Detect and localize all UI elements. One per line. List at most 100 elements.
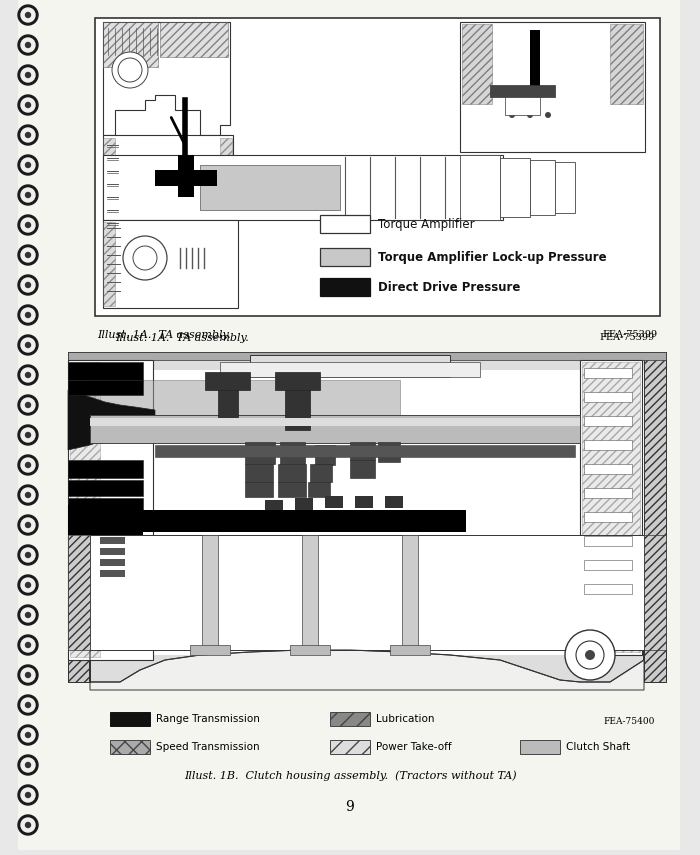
Bar <box>218 390 238 422</box>
Bar <box>555 162 575 213</box>
Bar <box>584 464 632 474</box>
Text: FEA-75400: FEA-75400 <box>603 717 655 726</box>
Circle shape <box>18 335 38 355</box>
Circle shape <box>118 58 142 82</box>
Bar <box>308 482 330 497</box>
Circle shape <box>25 612 31 617</box>
Bar <box>220 138 232 198</box>
Circle shape <box>25 73 31 78</box>
Circle shape <box>21 278 35 292</box>
Circle shape <box>18 275 38 295</box>
Circle shape <box>18 395 38 415</box>
Bar <box>68 352 666 360</box>
Bar <box>245 464 273 482</box>
Bar <box>644 352 666 682</box>
Circle shape <box>25 703 31 707</box>
Bar <box>155 445 575 457</box>
Circle shape <box>25 192 31 198</box>
Polygon shape <box>90 650 644 690</box>
Circle shape <box>25 433 31 438</box>
Circle shape <box>21 98 35 112</box>
Circle shape <box>21 548 35 562</box>
Circle shape <box>18 185 38 205</box>
Bar <box>265 500 283 512</box>
Bar <box>275 372 320 390</box>
Bar <box>155 170 217 186</box>
Circle shape <box>18 785 38 805</box>
Bar <box>302 535 318 650</box>
Bar <box>325 496 343 508</box>
Circle shape <box>509 112 515 118</box>
Text: Lubrication: Lubrication <box>376 714 435 724</box>
Bar <box>90 380 400 415</box>
Bar <box>584 512 632 522</box>
Bar <box>350 442 375 460</box>
Bar <box>205 372 250 390</box>
Bar <box>90 370 644 655</box>
Text: Clutch Shaft: Clutch Shaft <box>566 742 630 752</box>
Bar <box>178 155 194 197</box>
Circle shape <box>18 155 38 175</box>
Bar <box>280 442 305 464</box>
Bar <box>100 537 125 544</box>
Circle shape <box>21 668 35 682</box>
Bar <box>68 505 143 535</box>
Bar <box>68 654 666 682</box>
Circle shape <box>25 733 31 738</box>
Bar <box>68 380 143 395</box>
Circle shape <box>18 455 38 475</box>
Text: Torque Amplifier Lock-up Pressure: Torque Amplifier Lock-up Pressure <box>378 251 607 263</box>
Bar <box>103 222 115 306</box>
Circle shape <box>545 112 551 118</box>
Circle shape <box>123 236 167 280</box>
Circle shape <box>21 398 35 412</box>
Bar <box>68 510 466 532</box>
Circle shape <box>112 52 148 88</box>
Bar <box>580 360 642 655</box>
Circle shape <box>21 248 35 262</box>
Bar <box>350 460 375 478</box>
Circle shape <box>21 158 35 172</box>
Circle shape <box>25 823 31 828</box>
Circle shape <box>18 365 38 385</box>
Bar <box>100 559 125 566</box>
Polygon shape <box>103 22 230 135</box>
Bar <box>390 645 430 655</box>
Bar <box>100 548 125 555</box>
Circle shape <box>21 368 35 382</box>
Circle shape <box>21 518 35 532</box>
Circle shape <box>25 552 31 557</box>
Circle shape <box>18 515 38 535</box>
Bar <box>330 740 370 754</box>
Circle shape <box>21 638 35 652</box>
Bar <box>530 30 540 110</box>
Circle shape <box>527 112 533 118</box>
Bar <box>110 740 150 754</box>
Circle shape <box>21 8 35 22</box>
Circle shape <box>21 38 35 52</box>
Circle shape <box>25 43 31 48</box>
Bar <box>402 535 418 650</box>
Bar <box>68 360 153 660</box>
Bar <box>378 442 400 462</box>
Circle shape <box>21 338 35 352</box>
Bar <box>103 155 503 220</box>
Bar <box>530 160 555 215</box>
Bar <box>278 482 306 497</box>
Circle shape <box>21 578 35 592</box>
Circle shape <box>25 673 31 677</box>
Bar <box>584 440 632 450</box>
Bar <box>68 460 143 478</box>
Text: Illust. 1A.  TA assembly.: Illust. 1A. TA assembly. <box>115 333 248 343</box>
Bar <box>68 352 666 682</box>
Circle shape <box>25 463 31 468</box>
Text: FEA-75399: FEA-75399 <box>603 330 658 339</box>
Bar <box>90 415 580 443</box>
Text: Direct Drive Pressure: Direct Drive Pressure <box>378 280 520 293</box>
Bar <box>320 248 370 266</box>
Circle shape <box>25 252 31 257</box>
Polygon shape <box>68 390 155 450</box>
Circle shape <box>21 818 35 832</box>
Circle shape <box>21 788 35 802</box>
Circle shape <box>18 125 38 145</box>
